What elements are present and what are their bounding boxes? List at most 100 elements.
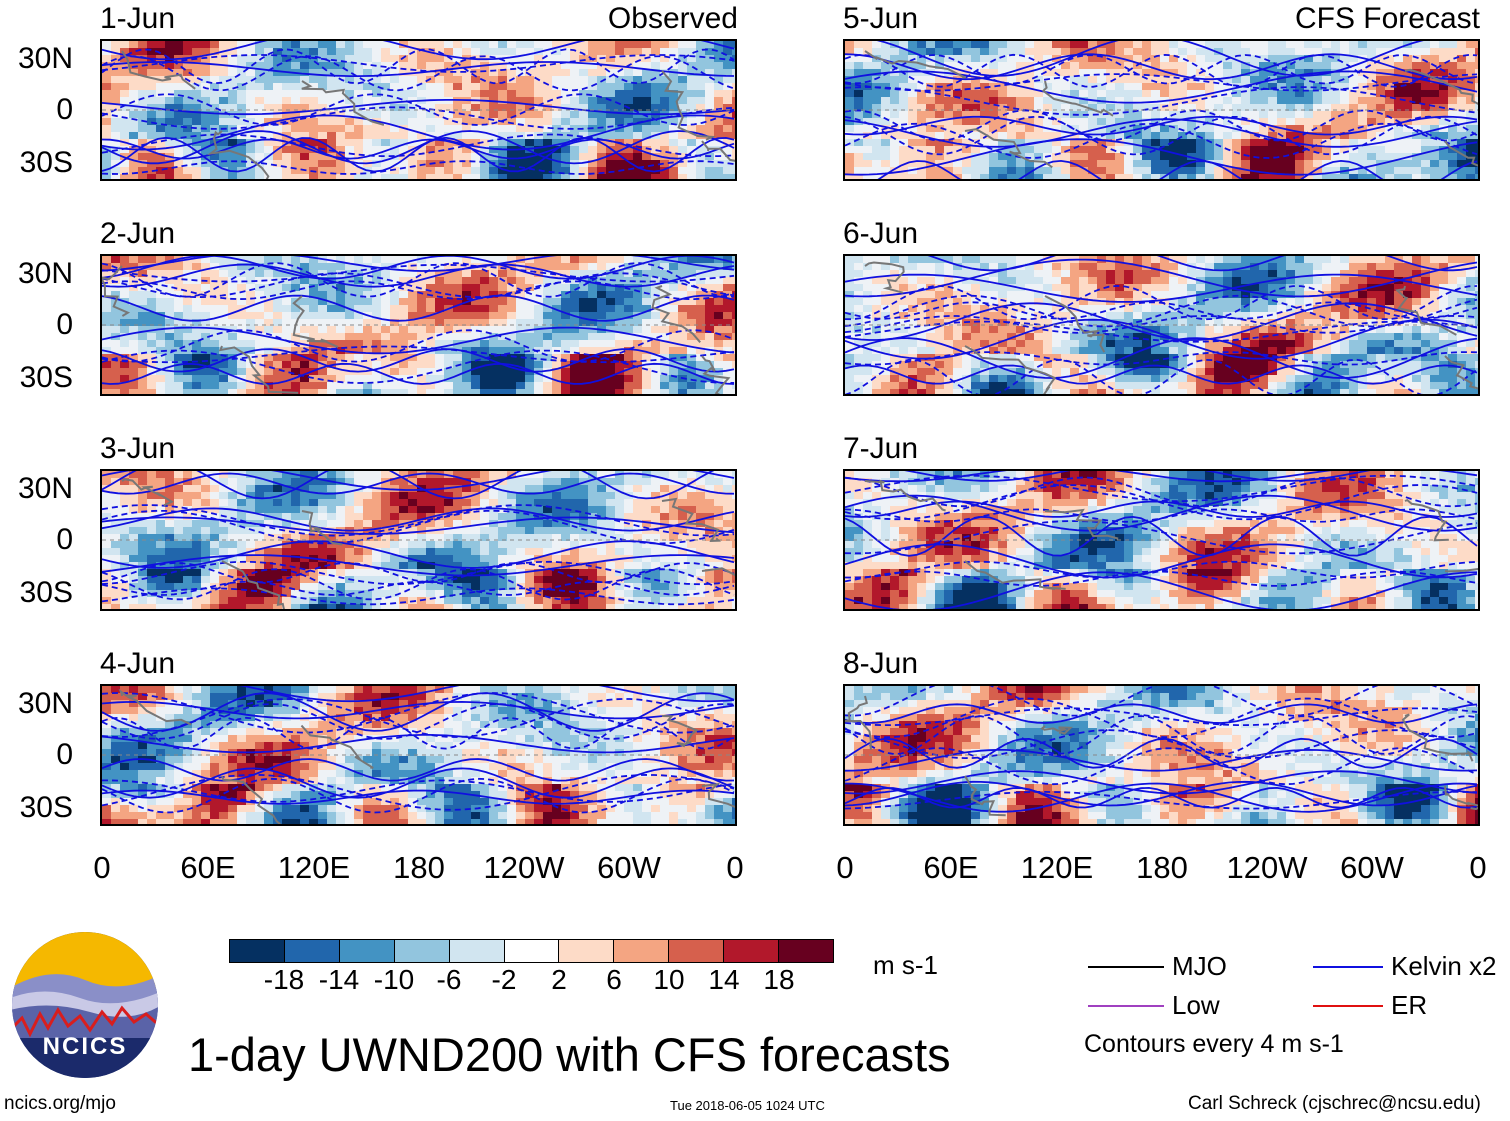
wind-cell: [228, 333, 237, 340]
wind-cell: [309, 62, 318, 69]
wind-cell: [426, 146, 435, 153]
wind-cell: [552, 326, 561, 333]
wind-cell: [237, 590, 246, 597]
wind-cell: [318, 104, 327, 111]
wind-cell: [462, 604, 471, 609]
wind-cell: [1376, 55, 1385, 62]
wind-cell: [426, 812, 435, 819]
wind-cell: [399, 90, 408, 97]
wind-cell: [1457, 41, 1466, 48]
wind-cell: [327, 555, 336, 562]
wind-cell: [138, 548, 147, 555]
wind-cell: [156, 125, 165, 132]
wind-cell: [498, 527, 507, 534]
wind-cell: [971, 48, 980, 55]
wind-cell: [615, 319, 624, 326]
wind-cell: [381, 277, 390, 284]
wind-cell: [345, 555, 354, 562]
wind-cell: [129, 62, 138, 69]
wind-cell: [480, 721, 489, 728]
wind-cell: [561, 749, 570, 756]
contour-line: [102, 692, 735, 732]
wind-cell: [345, 389, 354, 394]
wind-cell: [696, 382, 705, 389]
wind-cell: [453, 819, 462, 824]
wind-cell: [579, 146, 588, 153]
wind-cell: [687, 111, 696, 118]
wind-cell: [1043, 41, 1052, 48]
wind-cell: [543, 160, 552, 167]
wind-cell: [705, 41, 714, 48]
wind-cell: [507, 291, 516, 298]
wind-cell: [147, 256, 156, 263]
wind-cell: [120, 749, 129, 756]
wind-cell: [696, 749, 705, 756]
wind-cell: [633, 125, 642, 132]
wind-cell: [687, 55, 696, 62]
wind-cell: [147, 721, 156, 728]
wind-cell: [516, 604, 525, 609]
wind-cell: [210, 333, 219, 340]
wind-cell: [147, 167, 156, 174]
wind-cell: [273, 590, 282, 597]
wind-cell: [156, 270, 165, 277]
wind-cell: [462, 319, 471, 326]
wind-cell: [669, 326, 678, 333]
wind-cell: [453, 298, 462, 305]
wind-cell: [165, 534, 174, 541]
wind-cell: [525, 812, 534, 819]
wind-cell: [228, 693, 237, 700]
wind-cell: [255, 583, 264, 590]
wind-cell: [606, 41, 615, 48]
wind-cell: [561, 513, 570, 520]
wind-cell: [588, 784, 597, 791]
wind-cell: [309, 812, 318, 819]
wind-cell: [282, 83, 291, 90]
wind-cell: [498, 534, 507, 541]
wind-cell: [444, 777, 453, 784]
wind-cell: [525, 333, 534, 340]
panel-date: 3-Jun: [100, 432, 176, 465]
wind-cell: [138, 125, 147, 132]
wind-cell: [399, 118, 408, 125]
wind-cell: [561, 284, 570, 291]
wind-cell: [120, 485, 129, 492]
wind-cell: [723, 69, 732, 76]
wind-cell: [444, 48, 453, 55]
wind-cell: [606, 83, 615, 90]
wind-cell: [507, 576, 516, 583]
wind-cell: [525, 160, 534, 167]
wind-cell: [687, 132, 696, 139]
wind-cell: [552, 368, 561, 375]
wind-cell: [525, 576, 534, 583]
wind-cell: [561, 270, 570, 277]
wind-cell: [246, 319, 255, 326]
wind-cell: [588, 146, 597, 153]
wind-cell: [174, 569, 183, 576]
wind-cell: [525, 118, 534, 125]
contour-line: [102, 560, 735, 586]
wind-cell: [147, 132, 156, 139]
wind-cell: [309, 735, 318, 742]
wind-cell: [444, 347, 453, 354]
wind-cell: [534, 805, 543, 812]
wind-cell: [228, 104, 237, 111]
wind-cell: [732, 749, 735, 756]
wind-cell: [606, 284, 615, 291]
wind-cell: [120, 478, 129, 485]
wind-cell: [552, 153, 561, 160]
wind-cell: [543, 284, 552, 291]
wind-cell: [408, 812, 417, 819]
wind-cell: [444, 499, 453, 506]
wind-cell: [696, 548, 705, 555]
wind-cell: [633, 277, 642, 284]
wind-cell: [264, 62, 273, 69]
wind-cell: [417, 76, 426, 83]
wind-cell: [543, 305, 552, 312]
wind-cell: [696, 125, 705, 132]
wind-cell: [300, 298, 309, 305]
wind-cell: [327, 763, 336, 770]
wind-cell: [264, 770, 273, 777]
wind-cell: [426, 62, 435, 69]
wind-cell: [183, 749, 192, 756]
